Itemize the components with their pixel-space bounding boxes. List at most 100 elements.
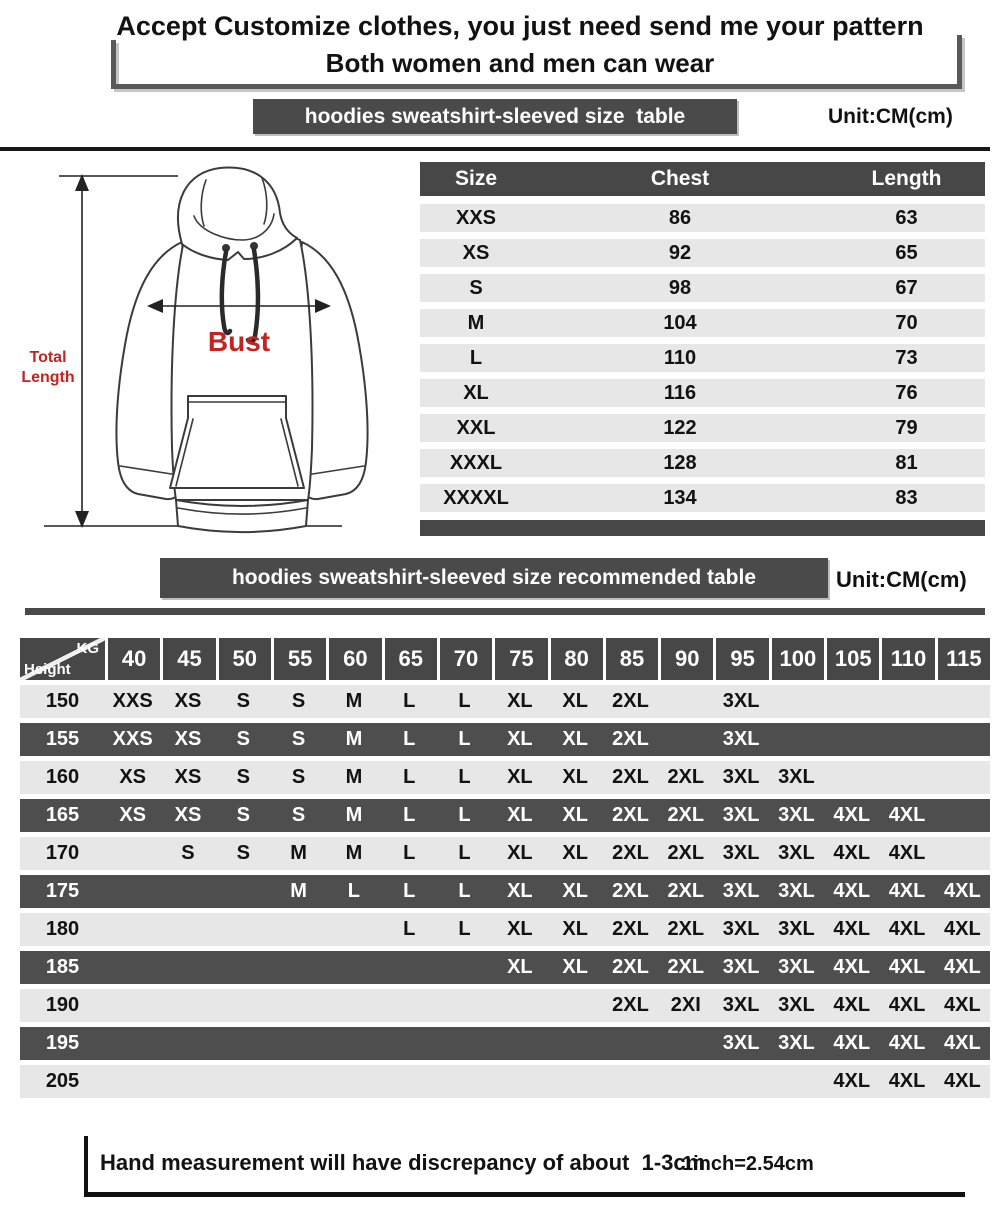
right-cuff-line — [305, 465, 365, 476]
hoodie-measurement-diagram: Bust Total Length — [21, 166, 369, 533]
matrix-cell: L — [458, 728, 471, 750]
matrix-cell: 3XL — [722, 728, 760, 750]
matrix-cell: L — [458, 766, 471, 788]
matrix-cell: XL — [507, 880, 533, 902]
matrix-cell: XL — [562, 766, 588, 788]
matrix-cell: L — [403, 880, 416, 902]
size-column-header: Size — [454, 167, 498, 190]
matrix-cell: 3XL — [722, 766, 760, 788]
left-cuff-line — [119, 465, 179, 476]
size-table-cell: XS — [462, 241, 490, 264]
matrix-header-row: KG Height 40 45 50 55 60 65 70 75 80 85 90 95 100 105… — [20, 638, 990, 680]
matrix-cell: L — [458, 842, 471, 864]
matrix-row: 160 XS XS S S M L L XL XL 2XL 2XL 3XL 3XL — [20, 761, 990, 794]
size-table-cell: 110 — [663, 346, 697, 369]
size-table-cell: 81 — [895, 451, 918, 474]
size-table-cell: XXXXL — [443, 486, 509, 509]
kg-header-cell: 90 — [661, 638, 714, 680]
matrix-cell: XL — [562, 918, 588, 940]
arrow-right-icon — [315, 299, 331, 313]
size-table-cell: 116 — [663, 381, 697, 404]
matrix-cell: 2XL — [612, 880, 649, 902]
matrix-cell: 2XI — [670, 994, 701, 1016]
matrix-cell: 4XL — [833, 918, 871, 940]
matrix-cell: 3XL — [778, 880, 815, 902]
matrix-cell: XL — [562, 842, 588, 864]
matrix-corner-cell: KG Height — [20, 638, 105, 680]
recommended-table-title-bar: hoodies sweatshirt-sleeved size recommen… — [160, 558, 828, 598]
matrix-cell: 2XL — [667, 804, 705, 826]
size-table-cell: 63 — [895, 206, 918, 229]
footer-border-left — [84, 1136, 88, 1194]
size-table-cell: 70 — [895, 311, 918, 334]
matrix-cell: S — [291, 690, 306, 712]
matrix-row: 155 XXS XS S S M L L XL XL 2XL 3XL — [20, 723, 990, 756]
hood — [177, 166, 298, 261]
pocket-stitch-right — [280, 418, 299, 487]
matrix-cell: 3XL — [722, 956, 760, 978]
size-table-cell: XXS — [455, 206, 497, 229]
size-table-row: S 98 67 — [420, 274, 985, 302]
total-length-label-line2: Length — [21, 369, 74, 386]
matrix-cell: M — [345, 766, 363, 788]
bust-label: Bust — [208, 326, 270, 357]
matrix-cell: 4XL — [888, 994, 926, 1016]
corner-kg-label: KG — [76, 640, 100, 657]
footer-conversion: 1inch=2.54cm — [682, 1153, 814, 1175]
size-table: Size Chest Length XXS 86 63 XS 92 65 S 98 67 M 104… — [420, 162, 985, 536]
matrix-cell: 4XL — [944, 880, 981, 902]
hem-band — [175, 499, 309, 533]
matrix-cell: M — [345, 690, 363, 712]
arrow-down-icon — [75, 511, 89, 528]
matrix-cell: 3XL — [722, 690, 760, 712]
size-table-cell: 76 — [895, 381, 918, 404]
matrix-cell: XL — [507, 956, 533, 978]
matrix-cell: L — [458, 918, 471, 940]
total-length-label-line1: Total — [29, 349, 66, 366]
size-table-row: XXS 86 63 — [420, 204, 985, 232]
height-label: 155 — [45, 728, 80, 750]
matrix-cell: 4XL — [833, 994, 871, 1016]
kg-header-cell: 100 — [771, 638, 825, 680]
size-table-cell: 83 — [895, 486, 918, 509]
kg-header-cell: 50 — [218, 638, 271, 680]
kg-header-cell: 55 — [273, 638, 327, 680]
size-table-title-bar: hoodies sweatshirt-sleeved size table — [253, 99, 737, 134]
size-table-cell: XL — [463, 381, 489, 404]
matrix-cell: 4XL — [944, 994, 981, 1016]
matrix-cell: M — [290, 842, 307, 864]
size-table-row: XXXL 128 81 — [420, 449, 985, 477]
matrix-cell: 2XL — [667, 880, 705, 902]
size-table-cell: 128 — [663, 451, 697, 474]
kg-header-cell: 60 — [329, 638, 382, 680]
matrix-cell: 2XL — [612, 804, 649, 826]
height-label: 165 — [45, 804, 80, 826]
matrix-cell: XL — [562, 880, 588, 902]
matrix-cell: S — [236, 766, 250, 788]
matrix-cell: 4XL — [888, 956, 926, 978]
matrix-row: 165 XS XS S S M L L XL XL 2XL 2XL 3XL 3XL 4XL 4XL — [20, 799, 990, 832]
drawstring-left — [219, 249, 233, 336]
matrix-cell: S — [291, 766, 306, 788]
height-label: 170 — [45, 842, 80, 864]
kg-header-cell: 65 — [384, 638, 437, 680]
headline: Accept Customize clothes, you just need … — [60, 10, 980, 79]
middle-divider-line — [25, 608, 985, 615]
matrix-row: 150 XXS XS S S M L L XL XL 2XL 3XL — [20, 685, 990, 718]
matrix-cell: M — [345, 842, 363, 864]
matrix-cell: 2XL — [612, 728, 649, 750]
matrix-cell: 3XL — [778, 918, 815, 940]
size-table-cell: 67 — [895, 276, 918, 299]
size-table-cell: 98 — [668, 276, 692, 299]
footer-note: Hand measurement will have discrepancy o… — [100, 1150, 706, 1175]
matrix-cell: S — [236, 690, 250, 712]
matrix-cell: XS — [119, 804, 146, 826]
matrix-cell: S — [236, 728, 250, 750]
size-table-body: XXS 86 63 XS 92 65 S 98 67 M 104 70 L 110 73 XL 116 76 XXL… — [420, 204, 985, 519]
matrix-cell: 4XL — [944, 956, 981, 978]
height-label: 180 — [45, 918, 80, 940]
size-table-cell: M — [467, 311, 485, 334]
matrix-cell: 3XL — [778, 1032, 815, 1054]
kg-header-cell: 85 — [605, 638, 659, 680]
matrix-row: 175 M L L L XL XL 2XL 2XL 3XL 3XL 4XL 4XL 4XL — [20, 875, 990, 908]
